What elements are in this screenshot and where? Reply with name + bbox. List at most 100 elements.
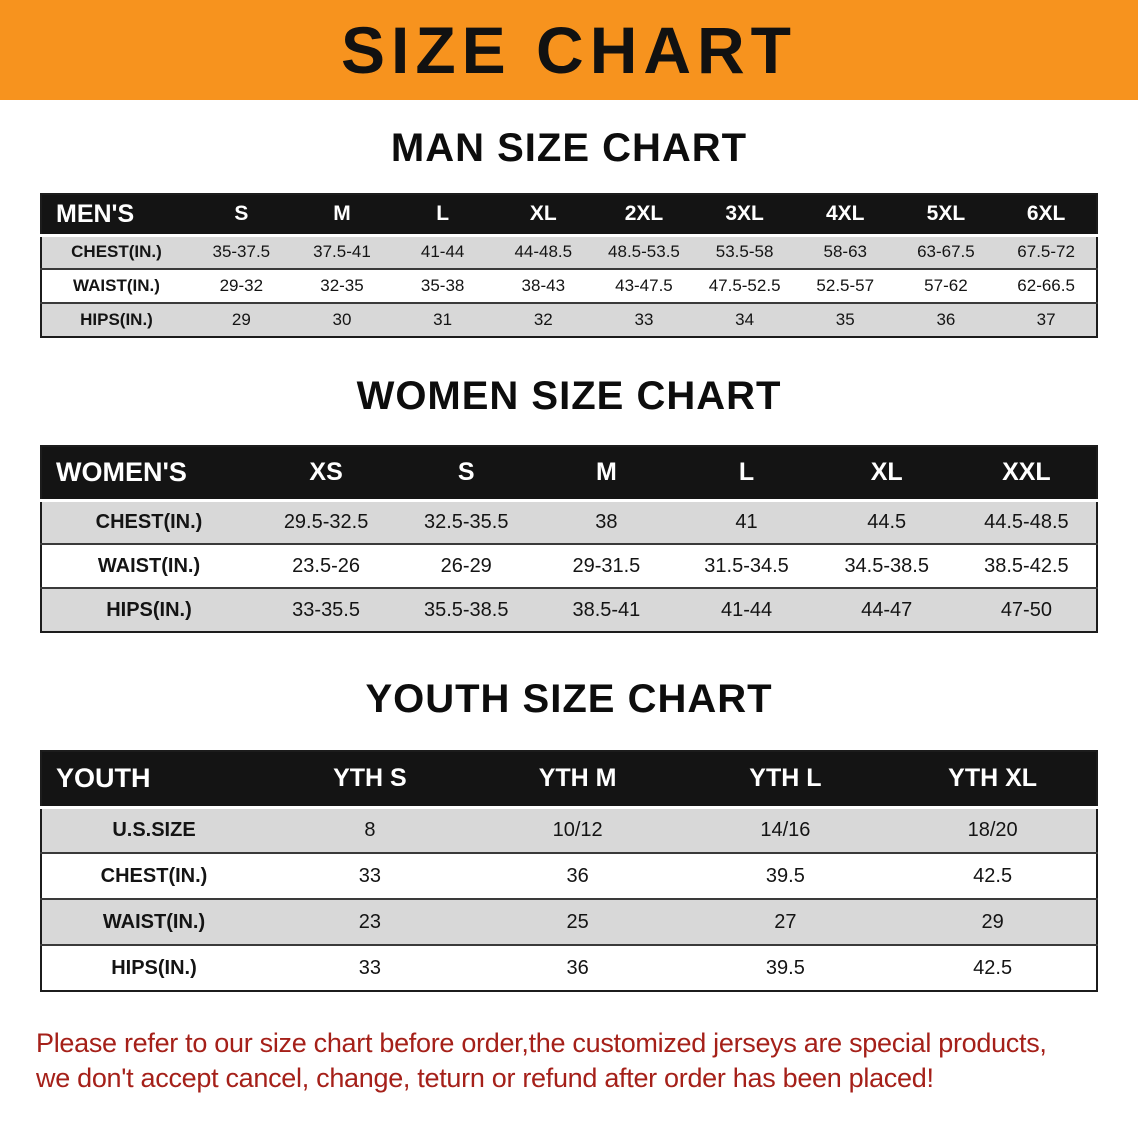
size-value: 35-37.5	[212, 242, 271, 262]
table-row: WAIST(IN.) 23.5-26 26-29 29-31.5 31.5-34.5 34…	[41, 544, 1097, 588]
size-value: 38	[595, 510, 618, 533]
size-value: 47-50	[1000, 598, 1052, 621]
size-value: 37.5-41	[313, 242, 371, 262]
women-section-heading: WOMEN SIZE CHART	[356, 374, 782, 418]
row-label: U.S.SIZE	[112, 818, 196, 841]
size-column-header: YTH XL	[948, 764, 1038, 793]
size-value: 29-31.5	[572, 554, 641, 577]
size-value: 34	[735, 310, 755, 329]
men-section-heading: MAN SIZE CHART	[390, 126, 748, 170]
size-value: 44-47	[861, 598, 913, 621]
men-section: MAN SIZE CHART MEN'S S M L XL 2XL 3XL 4XL 5XL 6XL…	[0, 126, 1138, 338]
size-value: 36	[566, 956, 589, 979]
size-value: 29	[231, 310, 251, 329]
disclaimer-line-1: Please refer to our size chart before or…	[36, 1028, 1047, 1058]
size-value: 23	[358, 910, 381, 933]
size-value: 32-35	[320, 276, 364, 295]
youth-section: YOUTH SIZE CHART YOUTH YTH S YTH M YTH L YTH…	[0, 677, 1138, 992]
size-column-header: S	[234, 202, 249, 226]
size-value: 36	[566, 864, 589, 887]
size-value: 62-66.5	[1017, 276, 1075, 295]
men-size-table: MEN'S S M L XL 2XL 3XL 4XL 5XL 6XL CHEST(IN.) 35-37…	[40, 193, 1098, 338]
size-value: 53.5-58	[715, 242, 774, 262]
size-value: 25	[566, 910, 589, 933]
size-value: 63-67.5	[917, 242, 975, 262]
size-value: 41	[735, 510, 758, 533]
row-label: WAIST(IN.)	[97, 554, 201, 577]
size-value: 33	[358, 864, 381, 887]
table-corner-label: WOMEN'S	[56, 457, 187, 488]
size-value: 14/16	[760, 818, 811, 841]
size-value: 10/12	[552, 818, 603, 841]
row-label: WAIST(IN.)	[73, 276, 160, 295]
size-column-header: M	[333, 202, 351, 226]
size-value: 31.5-34.5	[704, 554, 789, 577]
size-value: 35.5-38.5	[423, 598, 509, 621]
size-value: 23.5-26	[292, 554, 360, 577]
size-value: 27	[774, 910, 797, 933]
row-label: WAIST(IN.)	[102, 910, 206, 933]
size-value: 29-32	[219, 276, 264, 295]
page-title: SIZE CHART	[341, 13, 797, 87]
size-value: 30	[332, 310, 352, 329]
size-value: 67.5-72	[1017, 242, 1075, 262]
table-row: HIPS(IN.) 33 36 39.5 42.5	[41, 945, 1097, 991]
size-value: 41-44	[720, 598, 773, 621]
size-value: 42.5	[973, 956, 1013, 979]
size-value: 58-63	[823, 242, 867, 262]
table-header-row: YOUTH YTH S YTH M YTH L YTH XL	[41, 751, 1097, 807]
row-label: HIPS(IN.)	[80, 310, 153, 329]
size-column-header: 4XL	[826, 202, 865, 226]
size-column-header: XL	[870, 458, 903, 487]
disclaimer-line-2: we don't accept cancel, change, teturn o…	[36, 1063, 934, 1094]
table-row: HIPS(IN.) 33-35.5 35.5-38.5 38.5-41 41-44 44-…	[41, 588, 1097, 632]
size-value: 36	[936, 310, 956, 329]
disclaimer: Please refer to our size chart before or…	[0, 1026, 1138, 1116]
size-value: 32.5-35.5	[423, 510, 509, 533]
table-header-row: WOMEN'S XS S M L XL XXL	[41, 446, 1097, 500]
size-column-header: YTH M	[538, 764, 617, 793]
table-row: U.S.SIZE 8 10/12 14/16 18/20	[41, 807, 1097, 853]
size-value: 26-29	[440, 554, 492, 577]
size-value: 44.5-48.5	[984, 510, 1069, 533]
table-corner-label: MEN'S	[56, 199, 135, 228]
size-value: 43-47.5	[615, 276, 673, 295]
size-value: 35-38	[420, 276, 465, 295]
size-value: 44.5	[867, 510, 907, 533]
size-value: 33-35.5	[292, 598, 360, 621]
banner: SIZE CHART	[0, 0, 1138, 100]
table-row: CHEST(IN.) 29.5-32.5 32.5-35.5 38 41 44.5 44.5…	[41, 500, 1097, 544]
size-value: 41-44	[420, 242, 465, 262]
size-value: 42.5	[973, 864, 1013, 887]
size-column-header: 5XL	[926, 202, 966, 226]
size-value: 52.5-57	[816, 276, 875, 295]
table-row: HIPS(IN.) 29 30 31 32 33 34 35 36 37	[41, 303, 1097, 337]
size-column-header: 3XL	[725, 202, 764, 226]
table-row: WAIST(IN.) 23 25 27 29	[41, 899, 1097, 945]
size-value: 32	[533, 310, 553, 329]
youth-size-table: YOUTH YTH S YTH M YTH L YTH XL U.S.SIZE 8 10/12…	[40, 750, 1098, 992]
size-column-header: XXL	[1002, 458, 1051, 487]
women-size-table: WOMEN'S XS S M L XL XXL CHEST(IN.) 29.5-32.5 32.5…	[40, 445, 1098, 633]
size-value: 34.5-38.5	[844, 554, 929, 577]
size-value: 47.5-52.5	[708, 276, 781, 295]
size-value: 35	[835, 310, 855, 329]
size-value: 29.5-32.5	[283, 510, 369, 533]
size-value: 37	[1036, 310, 1056, 329]
row-label: CHEST(IN.)	[95, 510, 203, 533]
size-column-header: XL	[529, 202, 557, 226]
size-column-header: 2XL	[624, 202, 664, 226]
table-row: WAIST(IN.) 29-32 32-35 35-38 38-43 43-47.5 47.…	[41, 269, 1097, 303]
size-column-header: 6XL	[1026, 202, 1066, 226]
size-column-header: YTH S	[333, 764, 407, 793]
table-row: CHEST(IN.) 35-37.5 37.5-41 41-44 44-48.5 48.5…	[41, 235, 1097, 269]
size-value: 29	[981, 910, 1004, 933]
row-label: HIPS(IN.)	[106, 598, 192, 621]
size-value: 57-62	[924, 276, 968, 295]
row-label: CHEST(IN.)	[71, 242, 162, 262]
size-value: 39.5	[765, 864, 805, 887]
row-label: CHEST(IN.)	[100, 864, 208, 887]
table-row: CHEST(IN.) 33 36 39.5 42.5	[41, 853, 1097, 899]
size-value: 48.5-53.5	[608, 242, 680, 262]
